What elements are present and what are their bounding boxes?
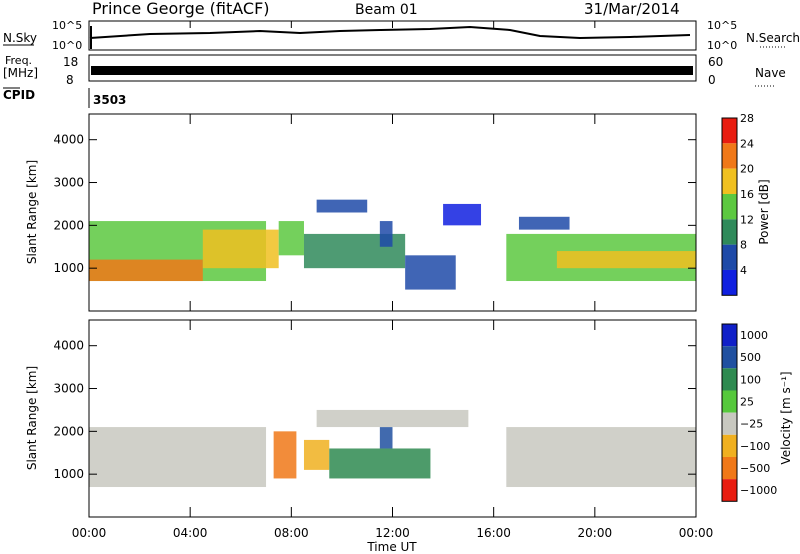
x-tick-label-6: 00:00 bbox=[679, 526, 714, 540]
power-ylabel: Slant Range [km] bbox=[25, 160, 39, 264]
data-band-11 bbox=[518, 216, 570, 230]
y-tick-label-1: 2000 bbox=[53, 218, 84, 232]
power-panel-frame bbox=[88, 113, 697, 312]
colorbar-segment-5 bbox=[722, 434, 737, 457]
colorbar-tick-label-6: −500 bbox=[740, 462, 770, 475]
data-band-7 bbox=[405, 255, 456, 290]
colorbar-segment-1 bbox=[722, 346, 737, 369]
velocity-ylabel: Slant Range [km] bbox=[25, 366, 39, 470]
freq-trace bbox=[91, 66, 693, 75]
data-band-5 bbox=[316, 409, 469, 428]
x-tick-label-5: 20:00 bbox=[578, 526, 613, 540]
colorbar-segment-5 bbox=[722, 244, 737, 270]
colorbar-tick-label-1: 8 bbox=[740, 239, 747, 252]
data-band-6 bbox=[506, 427, 696, 488]
x-tick-label-0: 00:00 bbox=[72, 526, 107, 540]
x-tick-label-3: 12:00 bbox=[375, 526, 410, 540]
nsky-left-tick-top: 10^5 bbox=[52, 19, 82, 32]
colorbar-segment-0 bbox=[722, 324, 737, 347]
colorbar-tick-label-2: 12 bbox=[740, 213, 754, 226]
velocity-heatmap-data bbox=[89, 409, 696, 488]
y-tick-label-1: 2000 bbox=[53, 424, 84, 438]
freq-panel-frame bbox=[88, 54, 697, 82]
colorbar-segment-6 bbox=[722, 269, 737, 296]
y-tick-label-0: 1000 bbox=[53, 467, 84, 481]
colorbar-segment-0 bbox=[722, 118, 737, 144]
data-band-4 bbox=[379, 427, 393, 449]
data-band-8 bbox=[443, 203, 482, 226]
colorbar-frame bbox=[721, 117, 738, 296]
colorbar-tick-label-0: 1000 bbox=[740, 329, 768, 342]
colorbar-tick-label-4: −25 bbox=[740, 418, 763, 431]
velocity-y-ticks: 1000 2000 3000 4000 bbox=[53, 339, 696, 481]
colorbar-segment-1 bbox=[722, 143, 737, 169]
freq-label: Freq. bbox=[5, 54, 32, 67]
freq-left-tick-top: 18 bbox=[63, 55, 78, 69]
y-tick-label-3: 4000 bbox=[53, 133, 84, 147]
y-tick-label-0: 1000 bbox=[53, 261, 84, 275]
power-y-ticks: 1000 2000 3000 4000 bbox=[53, 133, 696, 275]
y-tick-label-2: 3000 bbox=[53, 176, 84, 190]
beam-title: Beam 01 bbox=[355, 2, 418, 18]
nave-right-tick-top: 60 bbox=[708, 55, 723, 69]
x-axis-label: Time UT bbox=[366, 540, 417, 554]
nsky-right-tick-top: 10^5 bbox=[707, 19, 737, 32]
colorbar-segment-6 bbox=[722, 456, 737, 480]
colorbar-tick-label-7: −1000 bbox=[740, 484, 777, 497]
velocity-colorbar: 1000 500 100 25 −25 −100 −500 −1000 bbox=[721, 323, 777, 502]
colorbar-segment-3 bbox=[722, 193, 737, 220]
date-title: 31/Mar/2014 bbox=[584, 0, 680, 18]
colorbar-segment-4 bbox=[722, 412, 737, 435]
velocity-colorbar-label: Velocity [m s⁻¹] bbox=[779, 371, 793, 464]
nsky-label: N.Sky bbox=[3, 31, 37, 45]
x-axis: 00:00 04:00 08:00 12:00 16:00 20:00 00:00 bbox=[72, 21, 714, 540]
data-band-1 bbox=[89, 259, 203, 282]
freq-left-tick-bottom: 8 bbox=[66, 73, 74, 87]
station-title: Prince George (fitACF) bbox=[92, 0, 270, 18]
nave-label: Nave bbox=[755, 66, 786, 80]
x-tick-label-4: 16:00 bbox=[476, 526, 511, 540]
colorbar-tick-label-3: 25 bbox=[740, 396, 754, 409]
y-tick-label-3: 4000 bbox=[53, 339, 84, 353]
colorbar-segment-3 bbox=[722, 390, 737, 413]
colorbar-segment-4 bbox=[722, 219, 737, 245]
freq-unit: [MHz] bbox=[3, 66, 38, 80]
colorbar-segment-2 bbox=[722, 368, 737, 391]
nsky-trace bbox=[89, 25, 691, 40]
power-colorbar: 4 8 12 16 20 24 28 bbox=[721, 112, 754, 296]
colorbar-tick-label-6: 28 bbox=[740, 112, 754, 125]
cpid-value: 3503 bbox=[93, 93, 126, 107]
colorbar-tick-label-5: −100 bbox=[740, 440, 770, 453]
colorbar-tick-label-1: 500 bbox=[740, 351, 761, 364]
colorbar-frame bbox=[721, 323, 738, 502]
data-band-5 bbox=[316, 199, 368, 213]
data-band-6 bbox=[379, 221, 393, 247]
power-heatmap-data bbox=[89, 199, 696, 290]
colorbar-segment-7 bbox=[722, 479, 737, 502]
colorbar-segment-2 bbox=[722, 168, 737, 194]
colorbar-tick-label-4: 20 bbox=[740, 163, 754, 176]
power-colorbar-label: Power [dB] bbox=[757, 179, 771, 244]
nave-right-tick-bottom: 0 bbox=[708, 73, 716, 87]
colorbar-tick-label-3: 16 bbox=[740, 188, 754, 201]
nsearch-label: N.Search bbox=[746, 31, 800, 45]
x-tick-label-1: 04:00 bbox=[173, 526, 208, 540]
data-band-3 bbox=[278, 221, 304, 256]
data-band-10 bbox=[556, 251, 696, 269]
data-band-0 bbox=[89, 427, 267, 488]
data-band-3 bbox=[329, 448, 431, 479]
colorbar-tick-label-5: 24 bbox=[740, 137, 754, 150]
data-band-1 bbox=[273, 431, 297, 479]
data-band-2 bbox=[202, 229, 279, 269]
y-tick-label-2: 3000 bbox=[53, 382, 84, 396]
data-band-2 bbox=[303, 439, 330, 470]
nsky-right-tick-bottom: 10^0 bbox=[707, 39, 737, 52]
x-tick-label-2: 08:00 bbox=[274, 526, 309, 540]
cpid-label: CPID bbox=[3, 88, 35, 102]
colorbar-tick-label-2: 100 bbox=[740, 373, 761, 386]
nsky-left-tick-bottom: 10^0 bbox=[52, 39, 82, 52]
colorbar-tick-label-0: 4 bbox=[740, 264, 747, 277]
